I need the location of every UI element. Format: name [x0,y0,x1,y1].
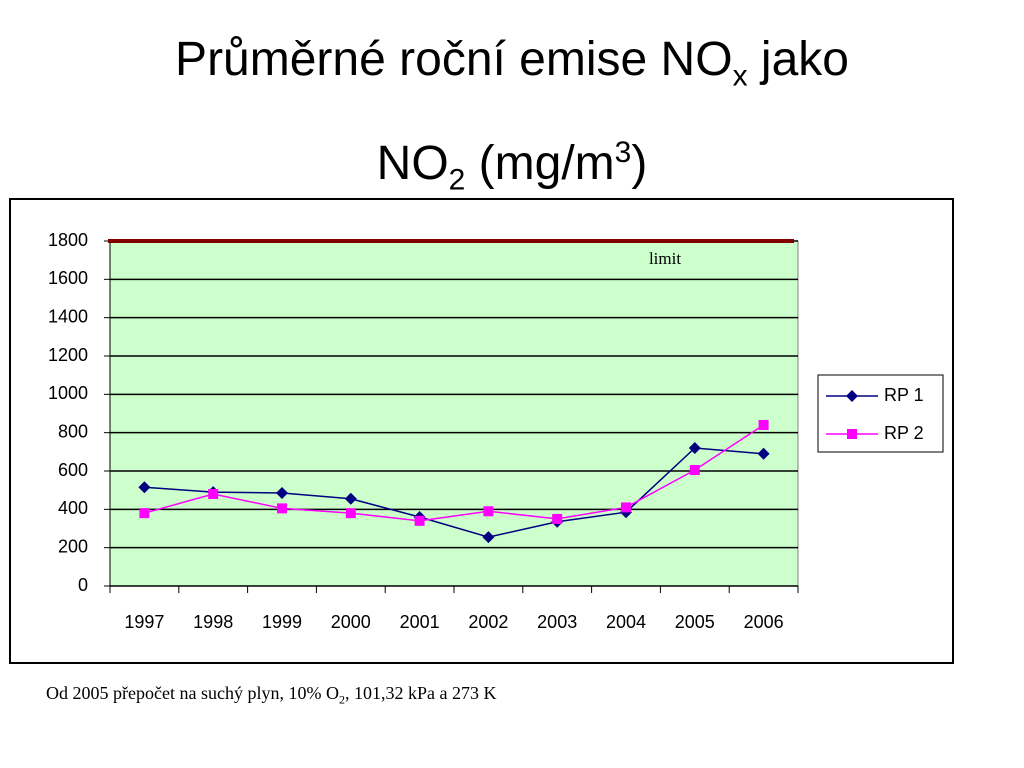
data-point [276,487,288,500]
y-tick-label: 800 [58,421,88,441]
data-point [689,465,700,476]
title-text: jako [747,33,849,86]
series-line [144,447,764,538]
data-point [344,492,357,505]
title-subscript: x [732,59,748,93]
legend-label: RP 2 [884,423,924,443]
data-point [757,447,770,460]
data-point [138,481,151,494]
legend-label: RP 1 [884,385,924,405]
title-text: NO [376,136,449,190]
x-tick-label: 2004 [606,612,646,632]
data-point [552,513,563,524]
footnote-subscript: 2 [338,692,345,707]
y-tick-label: 0 [78,575,88,595]
data-point [483,506,494,517]
title-line: Průměrné roční emise NOx jako [0,22,1024,115]
limit-label: limit [649,249,681,268]
title-line: NO2 (mg/m3) [0,115,1024,219]
x-tick-label: 1997 [124,612,164,632]
legend-box [817,374,944,453]
x-tick-label: 2003 [537,612,577,632]
title-superscript: 3 [614,135,632,169]
slide-title: Průměrné roční emise NOx jako NO2 (mg/m3… [0,22,1024,218]
title-text: ) [631,136,648,190]
data-point [688,442,701,454]
x-tick-label: 2002 [468,612,508,632]
x-tick-label: 1999 [262,612,302,632]
y-tick-label: 1400 [48,306,88,326]
legend-marker [846,390,858,402]
y-tick-label: 1000 [48,383,88,403]
y-tick-label: 1800 [48,230,88,250]
series-line [144,424,765,522]
x-tick-label: 2006 [744,612,784,632]
data-point [482,531,495,544]
data-point [758,420,769,430]
legend-marker [847,429,857,439]
footnote-text: Od 2005 přepočet na suchý plyn, 10% O [46,683,339,703]
data-point [277,503,287,514]
y-tick-label: 1200 [48,345,88,365]
data-point [139,508,150,519]
x-tick-label: 2005 [675,612,715,632]
footnote-text: , 101,32 kPa a 273 K [344,683,497,703]
x-tick-label: 2000 [331,612,371,632]
footnote: Od 2005 přepočet na suchý plyn, 10% O2, … [46,683,496,708]
data-point [621,502,631,513]
title-text: Průměrné roční emise NO [175,33,733,86]
title-text: (mg/m [465,136,615,190]
data-point [345,508,356,519]
plot-area [109,240,799,587]
y-tick-label: 200 [58,536,88,556]
y-tick-label: 600 [58,460,88,480]
title-subscript: 2 [448,163,466,197]
data-point [208,489,219,499]
x-tick-label: 1998 [193,612,233,632]
x-tick-label: 2001 [400,612,440,632]
data-point [414,515,425,526]
y-tick-label: 1600 [48,268,88,288]
y-tick-label: 400 [58,498,88,518]
